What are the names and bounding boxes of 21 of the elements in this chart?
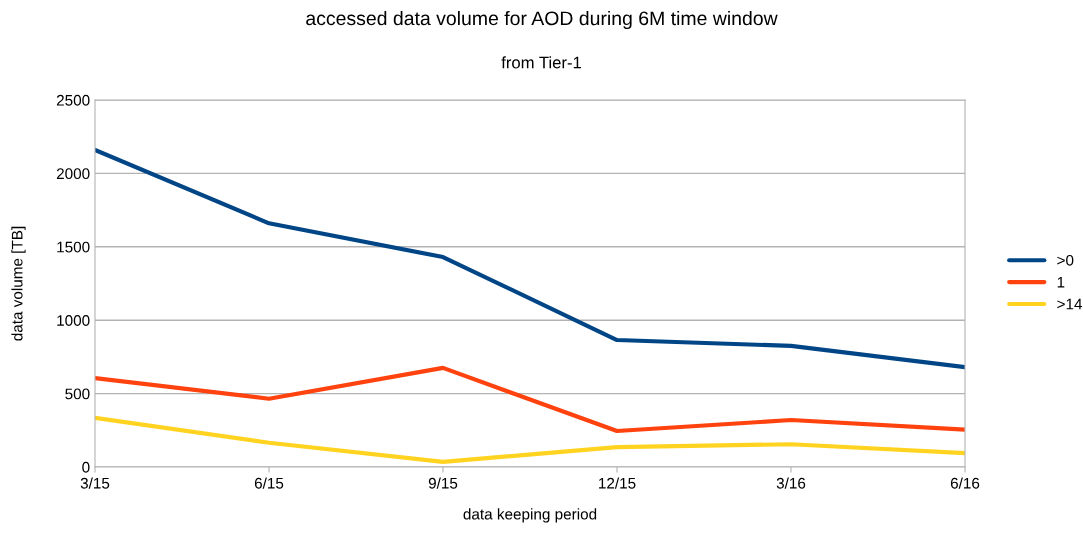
y-tick-label: 1500 [57,241,90,253]
x-axis-title: data keeping period [463,508,597,523]
x-tick-label: 6/16 [950,477,980,489]
x-tick-label: 6/15 [254,477,284,489]
legend-label: >0 [1057,254,1074,266]
x-tick-label: 3/15 [80,477,110,489]
y-tick-label: 2500 [56,94,90,106]
chart-subtitle: from Tier-1 [501,56,581,69]
y-axis-title: data volume [TB] [11,226,26,341]
y-tick-label: 2000 [56,168,90,180]
x-tick-label: 9/15 [428,477,458,489]
legend-label: >14 [1057,298,1083,310]
y-tick-label: 0 [82,461,90,473]
line-series [95,365,965,434]
y-tick-label: 1000 [57,315,90,326]
line-series [95,147,965,370]
legend-label: 1 [1057,276,1065,288]
x-tick-label: 12/15 [599,477,636,489]
chart-title: accessed data volume for AOD during 6M time window [306,10,778,30]
x-tick-label: 3/16 [776,477,806,489]
y-tick-label: 500 [65,388,90,400]
